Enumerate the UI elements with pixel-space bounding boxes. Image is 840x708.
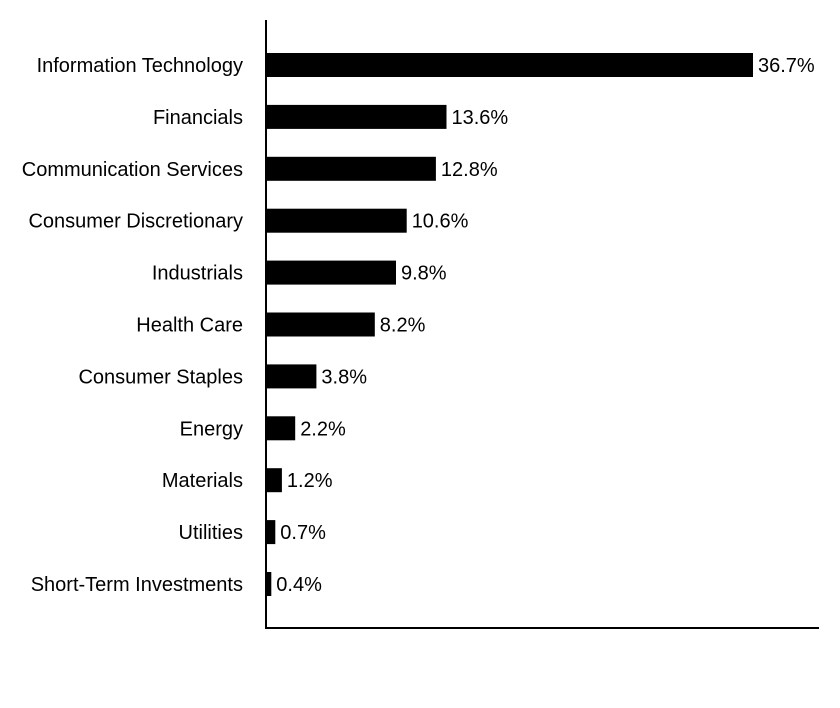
value-labels-layer: 36.7% 13.6% 12.8% 10.6% 9.8% 8.2% 3.8% 2.2% 1.2%… xyxy=(276,55,815,596)
category-label-health-care: Health Care xyxy=(136,315,243,337)
value-label-communication-services: 12.8% xyxy=(441,159,498,181)
value-label-industrials: 9.8% xyxy=(401,263,447,285)
value-label-utilities: 0.7% xyxy=(280,522,326,544)
category-label-communication-services: Communication Services xyxy=(22,159,243,181)
bar-consumer-discretionary xyxy=(266,208,407,233)
value-label-financials: 13.6% xyxy=(452,107,509,129)
value-label-consumer-staples: 3.8% xyxy=(321,366,367,388)
category-label-financials: Financials xyxy=(153,107,243,129)
category-label-short-term-investments: Short-Term Investments xyxy=(31,574,243,596)
bar-short-term-investments xyxy=(266,572,272,596)
category-labels-layer: Information Technology Financials Communic… xyxy=(22,55,243,596)
bar-health-care xyxy=(266,312,375,337)
value-label-materials: 1.2% xyxy=(287,470,333,492)
bar-utilities xyxy=(266,520,276,545)
category-label-industrials: Industrials xyxy=(152,263,243,285)
bar-industrials xyxy=(266,260,396,285)
value-label-consumer-discretionary: 10.6% xyxy=(412,211,469,233)
bar-communication-services xyxy=(266,156,436,181)
value-label-information-technology: 36.7% xyxy=(758,55,815,77)
category-label-energy: Energy xyxy=(180,418,243,440)
category-label-consumer-discretionary: Consumer Discretionary xyxy=(28,211,243,233)
category-label-materials: Materials xyxy=(162,470,243,492)
bar-financials xyxy=(266,104,447,129)
bar-materials xyxy=(266,468,282,493)
value-label-health-care: 8.2% xyxy=(380,315,426,337)
value-label-energy: 2.2% xyxy=(300,418,346,440)
bar-energy xyxy=(266,416,296,441)
bar-consumer-staples xyxy=(266,364,317,389)
bars-layer xyxy=(266,53,753,596)
category-label-utilities: Utilities xyxy=(179,522,243,544)
value-label-short-term-investments: 0.4% xyxy=(276,574,322,596)
bar-information-technology xyxy=(266,53,753,77)
category-label-information-technology: Information Technology xyxy=(37,55,243,77)
category-label-consumer-staples: Consumer Staples xyxy=(78,366,243,388)
